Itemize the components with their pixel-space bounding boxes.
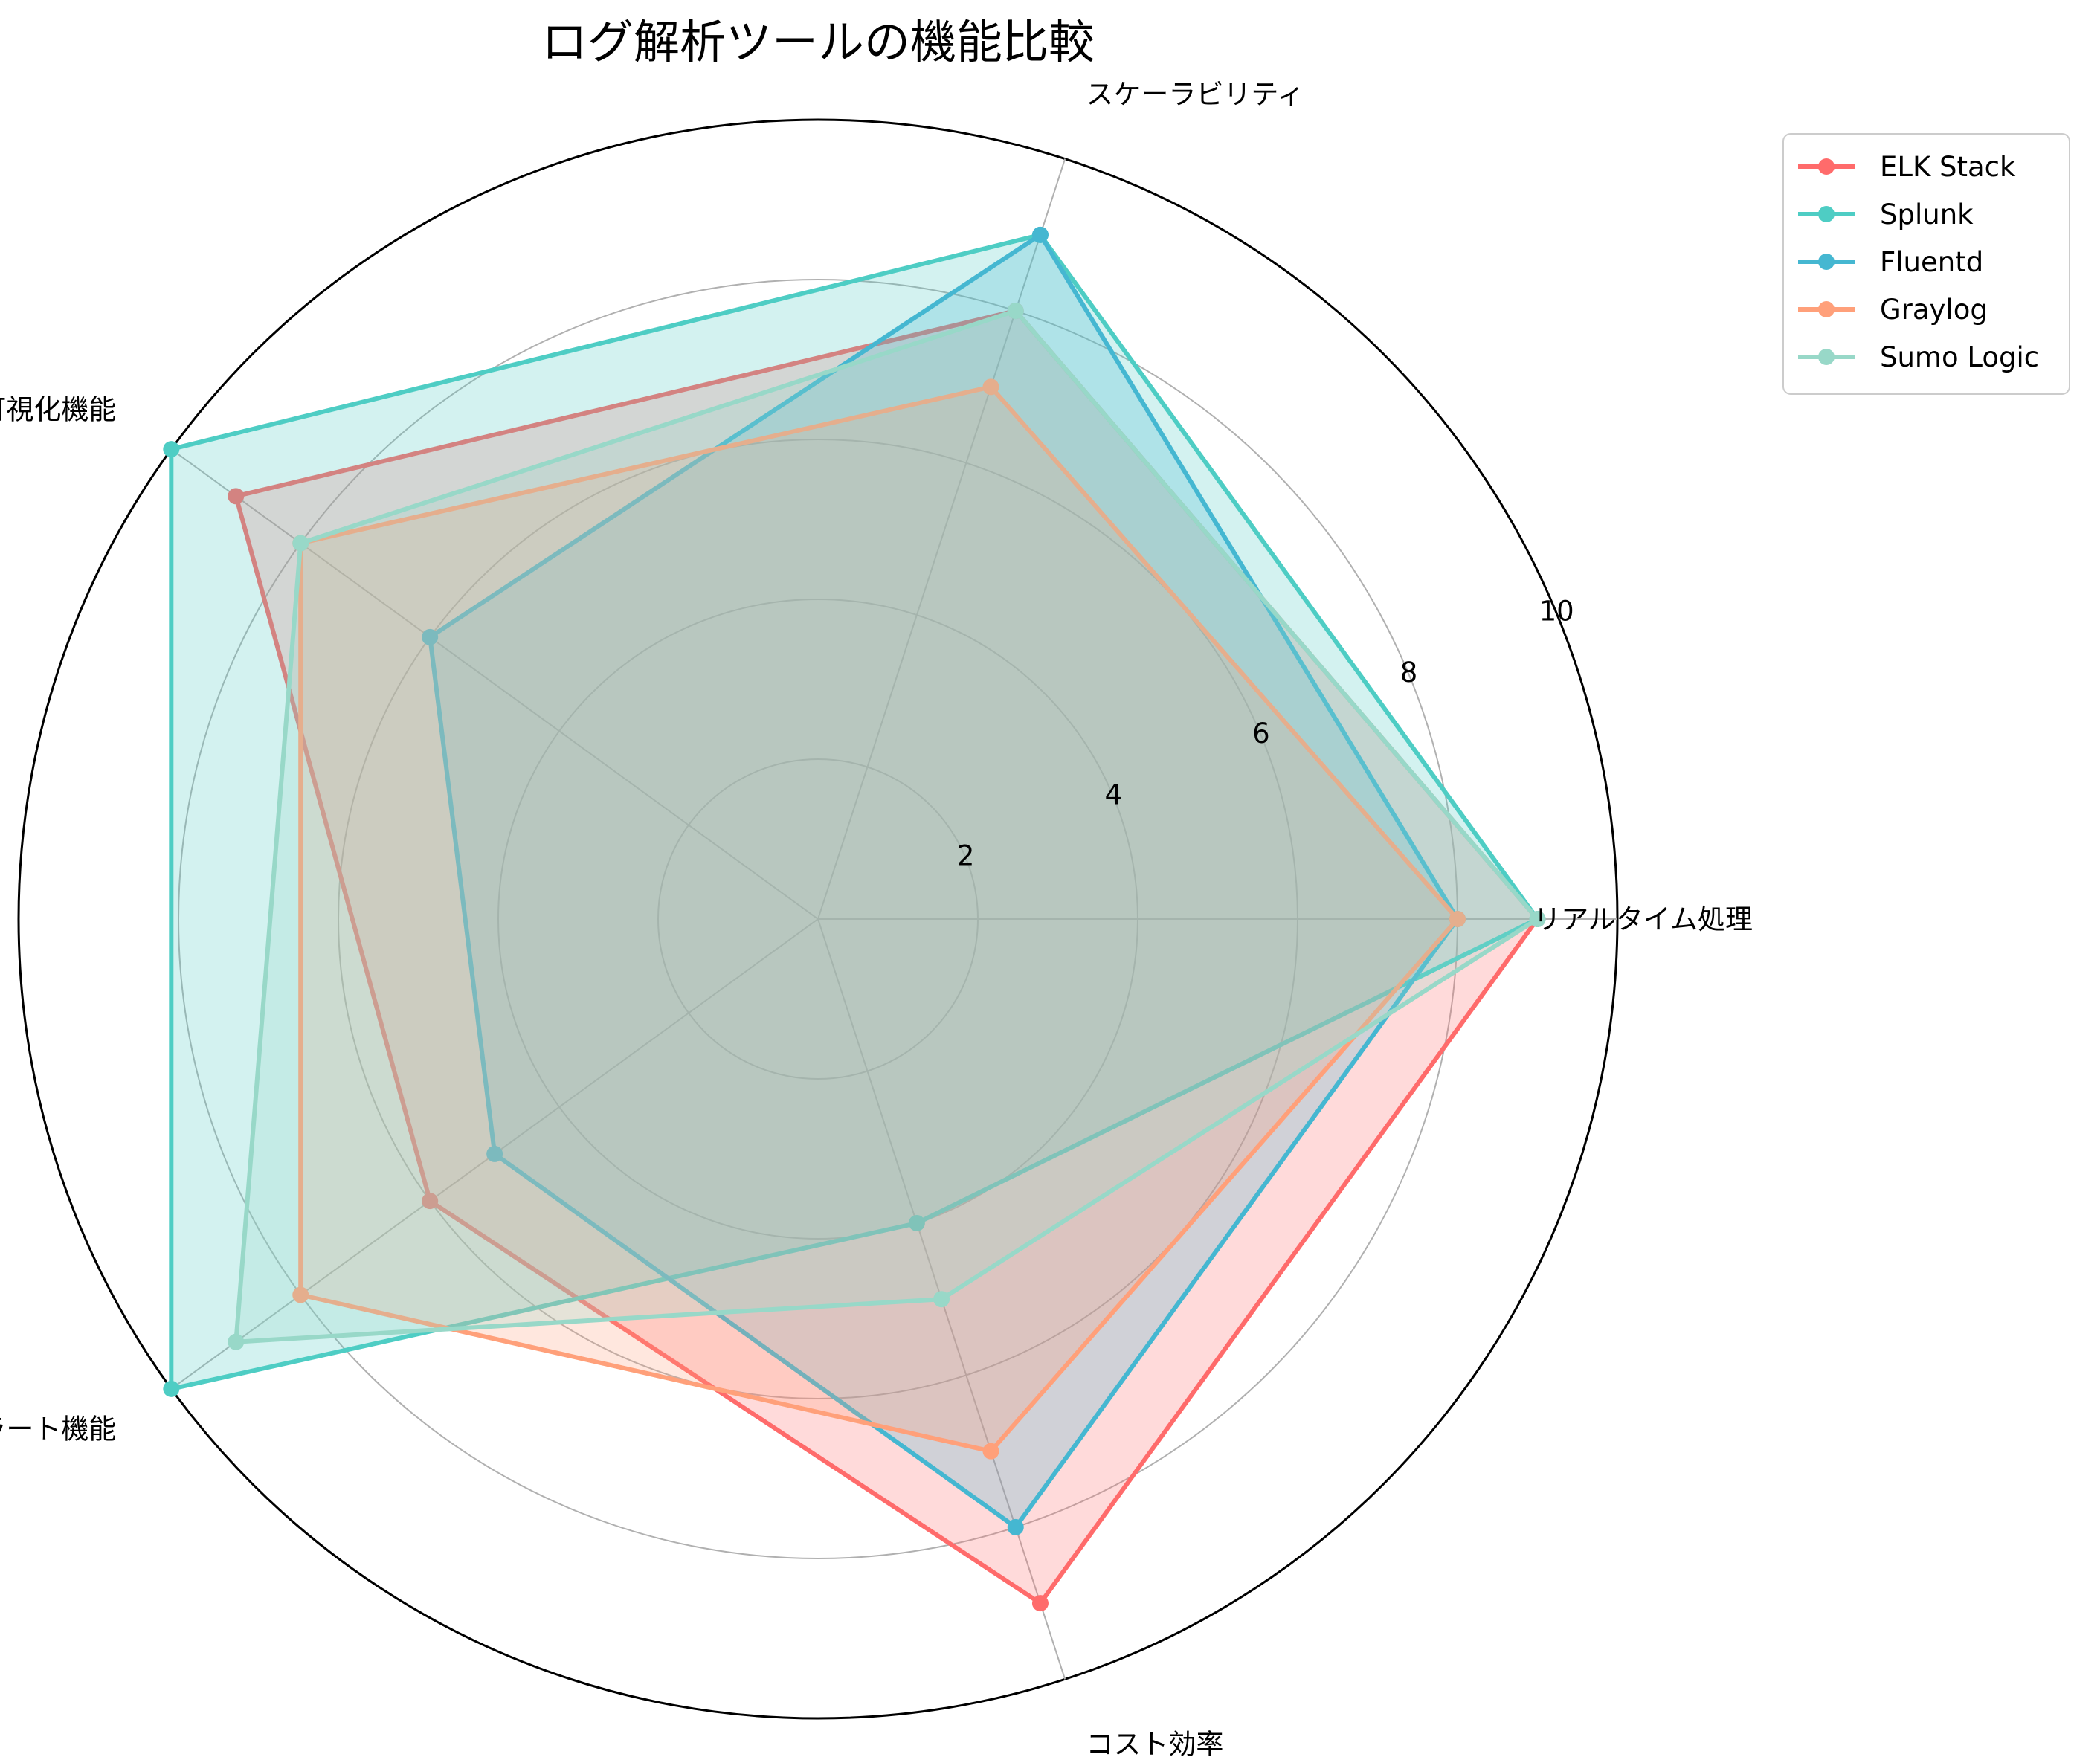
legend-label: Fluentd	[1880, 246, 1983, 278]
data-point	[163, 1380, 180, 1397]
legend-marker	[1818, 301, 1835, 317]
legend-label: Splunk	[1880, 199, 1974, 231]
data-point	[933, 1291, 950, 1308]
series-line	[298, 384, 1460, 1454]
axis-label: スケーラビリティ	[1086, 79, 1304, 111]
legend-marker	[1818, 349, 1835, 365]
data-point	[1031, 1595, 1049, 1612]
legend-label: Graylog	[1880, 294, 1988, 326]
radial-tick-label: 8	[1400, 657, 1418, 689]
axis-label: 可視化機能	[0, 393, 116, 425]
series-line	[169, 232, 1540, 1391]
data-point	[228, 488, 245, 505]
legend-marker	[1818, 254, 1835, 270]
legend-marker	[1818, 158, 1835, 175]
axis-label: リアルタイム処理	[1533, 903, 1753, 935]
series-fill	[430, 234, 1458, 1527]
legend: ELK Stack Splunk Fluentd Graylog Sumo Logic	[1782, 133, 2070, 395]
radial-tick-label: 2	[957, 840, 975, 872]
data-point	[163, 441, 180, 458]
data-point	[908, 1214, 925, 1231]
radial-tick-label: 10	[1539, 596, 1574, 628]
series-fill	[236, 311, 1538, 1604]
data-point	[982, 1443, 999, 1460]
legend-label: Sumo Logic	[1880, 341, 2039, 373]
data-point	[486, 1145, 503, 1162]
data-point	[1007, 303, 1024, 320]
data-point	[1449, 911, 1466, 927]
series-line	[428, 232, 1460, 1529]
spoke-line	[170, 448, 819, 920]
series-fill	[300, 387, 1458, 1451]
legend-marker	[1818, 206, 1835, 222]
axis-label: コスト効率	[1086, 1728, 1223, 1757]
legend-label: ELK Stack	[1880, 151, 2016, 183]
chart-title: ログ解析ツールの機能比較	[541, 15, 1095, 69]
data-point	[1007, 1518, 1024, 1535]
series-line	[233, 309, 1540, 1344]
data-point	[1529, 911, 1546, 927]
legend-box	[1782, 133, 2070, 395]
radial-tick-label: 6	[1252, 718, 1270, 750]
axis-label: アラート機能	[0, 1414, 116, 1445]
data-point	[982, 378, 999, 396]
data-point	[1031, 226, 1049, 243]
data-point	[422, 1193, 439, 1210]
spoke-line	[817, 158, 1066, 920]
data-point	[228, 1333, 245, 1350]
series-fill	[236, 311, 1538, 1342]
label-layer: リアルタイム処理 スケーラビリティ可視化機能アラート機能コスト効率 2 4 6 8 10	[0, 79, 1753, 1760]
radial-tick-label: 4	[1104, 779, 1122, 810]
data-point	[292, 535, 309, 552]
data-point	[292, 1286, 309, 1303]
data-point	[422, 628, 439, 645]
series-layer	[163, 226, 1546, 1612]
